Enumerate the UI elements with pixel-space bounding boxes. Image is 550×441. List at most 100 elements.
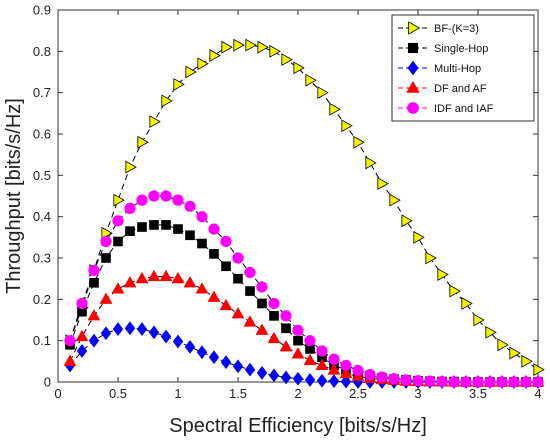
point-idf-and-iaf — [352, 364, 364, 377]
y-tick-label: 0 — [44, 375, 51, 390]
point-single-hop — [113, 236, 123, 247]
point-idf-and-iaf — [424, 375, 436, 387]
point-idf-and-iaf — [160, 190, 172, 202]
point-df-and-af — [159, 269, 173, 282]
point-bf-k-3 — [329, 102, 341, 116]
legend-marker — [408, 21, 421, 35]
point-idf-and-iaf — [340, 359, 352, 372]
point-idf-and-iaf — [136, 194, 148, 206]
point-multi-hop — [340, 374, 352, 389]
point-bf-k-3 — [149, 115, 161, 129]
point-single-hop — [281, 323, 291, 334]
point-single-hop — [173, 224, 183, 234]
series-bf-k-3 — [65, 38, 545, 377]
point-multi-hop — [148, 325, 160, 340]
point-idf-and-iaf — [520, 376, 532, 388]
point-df-and-af — [339, 366, 353, 379]
point-single-hop — [233, 273, 243, 284]
series-line-single-hop — [69, 224, 538, 383]
legend-item-df-and-af: DF and AF — [398, 80, 487, 95]
point-bf-k-3 — [377, 177, 389, 191]
point-bf-k-3 — [305, 73, 317, 87]
point-multi-hop — [328, 374, 340, 389]
point-idf-and-iaf — [292, 324, 304, 336]
point-idf-and-iaf — [196, 211, 208, 223]
legend-label: Single-Hop — [434, 43, 488, 55]
point-bf-k-3 — [485, 325, 497, 339]
point-df-and-af — [291, 347, 305, 359]
point-multi-hop — [244, 362, 256, 377]
series-line-df-and-af — [69, 276, 538, 383]
point-single-hop — [269, 311, 279, 321]
point-multi-hop — [88, 333, 100, 348]
point-bf-k-3 — [473, 313, 485, 327]
point-idf-and-iaf — [148, 190, 160, 202]
point-bf-k-3 — [533, 363, 545, 377]
point-bf-k-3 — [521, 354, 533, 368]
point-idf-and-iaf — [304, 335, 316, 347]
point-bf-k-3 — [437, 268, 449, 281]
point-idf-and-iaf — [172, 194, 184, 206]
series-idf-and-iaf — [64, 190, 544, 388]
point-idf-and-iaf — [460, 376, 472, 388]
point-df-and-af — [75, 329, 89, 342]
point-single-hop — [257, 298, 267, 309]
point-df-and-af — [327, 363, 341, 375]
y-tick-label: 0.4 — [33, 209, 51, 224]
point-single-hop — [293, 335, 303, 346]
point-idf-and-iaf — [184, 200, 196, 212]
point-idf-and-iaf — [316, 345, 328, 357]
point-bf-k-3 — [185, 65, 197, 79]
point-bf-k-3 — [245, 38, 257, 52]
point-bf-k-3 — [233, 38, 245, 52]
point-multi-hop — [256, 365, 268, 380]
y-tick-label: 0.1 — [33, 333, 51, 348]
point-multi-hop — [316, 373, 328, 388]
point-bf-k-3 — [425, 251, 437, 265]
point-bf-k-3 — [341, 119, 353, 133]
point-df-and-af — [99, 292, 113, 304]
legend-marker — [407, 102, 419, 114]
point-idf-and-iaf — [64, 335, 76, 347]
point-multi-hop — [136, 322, 148, 337]
point-idf-and-iaf — [208, 223, 220, 235]
point-idf-and-iaf — [256, 281, 268, 293]
series-layer — [63, 38, 545, 389]
point-multi-hop — [76, 344, 88, 358]
series-line-idf-and-iaf — [69, 195, 538, 383]
point-multi-hop — [304, 373, 316, 387]
point-multi-hop — [112, 322, 124, 337]
legend-marker — [407, 42, 419, 54]
point-df-and-af — [231, 307, 245, 319]
point-bf-k-3 — [317, 86, 329, 100]
point-bf-k-3 — [497, 338, 509, 352]
point-idf-and-iaf — [100, 235, 112, 248]
point-idf-and-iaf — [112, 215, 124, 227]
point-bf-k-3 — [161, 94, 173, 108]
point-single-hop — [161, 220, 171, 230]
point-idf-and-iaf — [244, 266, 256, 279]
y-tick-label: 0.9 — [33, 3, 51, 18]
point-multi-hop — [280, 370, 292, 385]
point-idf-and-iaf — [532, 376, 544, 388]
y-tick-label: 0.5 — [33, 168, 51, 183]
point-idf-and-iaf — [220, 235, 232, 248]
point-bf-k-3 — [257, 40, 269, 54]
point-bf-k-3 — [269, 44, 281, 58]
point-bf-k-3 — [197, 57, 209, 71]
x-tick-label: 0 — [54, 386, 61, 401]
point-multi-hop — [292, 371, 304, 386]
point-idf-and-iaf — [280, 310, 292, 322]
y-tick-label: 0.3 — [33, 251, 51, 266]
point-single-hop — [209, 249, 219, 259]
point-df-and-af — [219, 298, 233, 311]
point-idf-and-iaf — [484, 376, 496, 388]
legend-label: DF and AF — [434, 83, 487, 95]
point-idf-and-iaf — [496, 376, 508, 388]
y-tick-label: 0.2 — [33, 292, 51, 307]
point-idf-and-iaf — [376, 371, 388, 383]
y-tick-label: 0.8 — [33, 44, 51, 59]
point-idf-and-iaf — [448, 376, 460, 388]
series-line-bf-k-3 — [69, 44, 539, 371]
